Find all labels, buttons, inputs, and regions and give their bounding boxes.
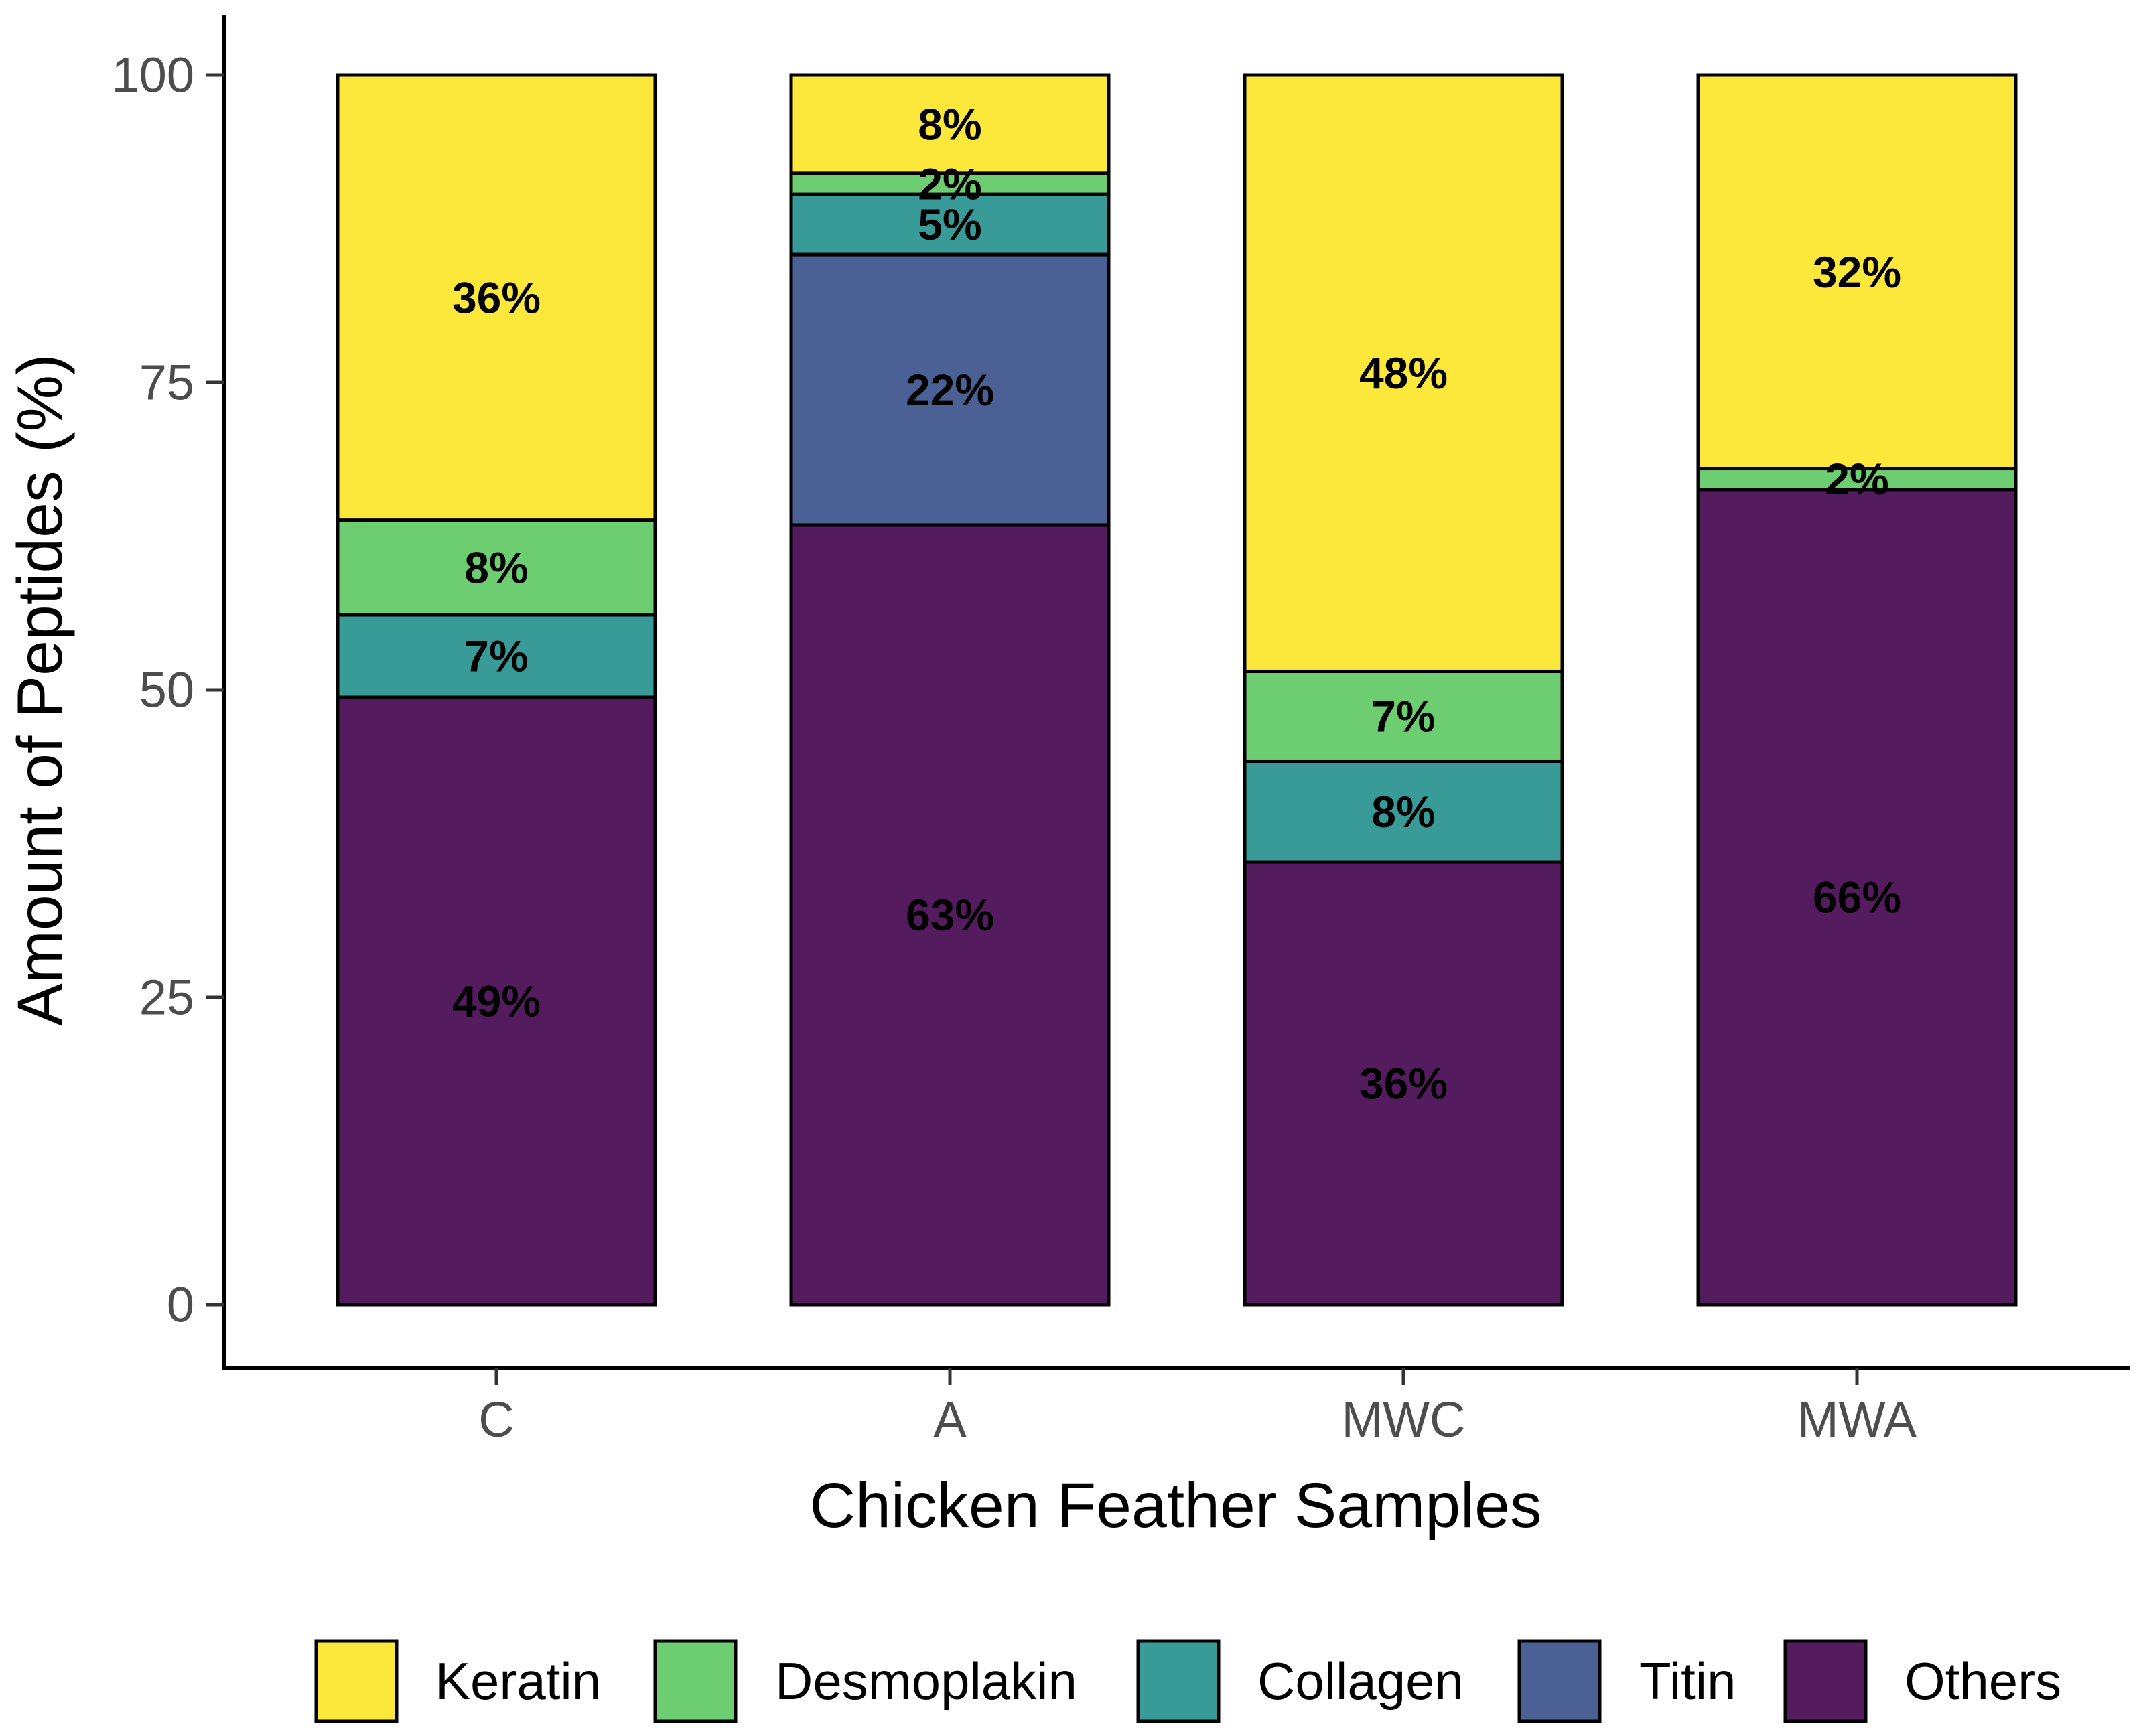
bar-segment-mwa-keratin <box>1696 73 2018 471</box>
x-tick-label: C <box>478 1392 514 1447</box>
legend-item-desmoplakin: Desmoplakin <box>653 1639 1077 1723</box>
bar-label-mwa-keratin: 32% <box>1813 247 1901 297</box>
bar-segment-c-others <box>336 695 657 1307</box>
bar-label-c-desmoplakin: 8% <box>464 542 528 592</box>
x-ticks-layer: C A MWC MWA <box>478 1368 1917 1447</box>
legend-swatch-collagen <box>1136 1639 1221 1723</box>
legend: Keratin Desmoplakin Collagen Titin Others <box>314 1639 2061 1723</box>
bar-label-mwa-desmoplakin: 2% <box>1825 454 1888 504</box>
legend-label-collagen: Collagen <box>1257 1652 1464 1711</box>
bar-label-mwc-desmoplakin: 7% <box>1371 691 1435 741</box>
y-tick-label: 50 <box>139 662 194 718</box>
bar-segment-a-desmoplakin <box>789 171 1111 196</box>
bar-label-c-others: 49% <box>452 976 541 1026</box>
x-tick-label: MWC <box>1342 1392 1466 1447</box>
legend-label-others: Others <box>1905 1652 2061 1711</box>
bar-label-c-keratin: 36% <box>452 273 541 322</box>
bars-layer <box>336 73 2018 1307</box>
legend-label-keratin: Keratin <box>435 1652 601 1711</box>
x-axis-title: Chicken Feather Samples <box>809 1470 1541 1541</box>
legend-swatch-desmoplakin <box>653 1639 738 1723</box>
bar-segment-a-titin <box>789 252 1111 527</box>
bar-segment-a-collagen <box>789 192 1111 257</box>
bar-segment-mwc-others <box>1243 860 1564 1307</box>
legend-swatch-titin <box>1517 1639 1602 1723</box>
x-tick-label: A <box>933 1392 967 1447</box>
y-tick-label: 0 <box>167 1277 194 1333</box>
bar-labels-layer: 49%7%8%36%63%22%5%2%8%36%8%7%48%66%2%32% <box>452 99 1901 1108</box>
legend-item-keratin: Keratin <box>314 1639 601 1723</box>
legend-label-titin: Titin <box>1639 1652 1736 1711</box>
bar-label-mwc-keratin: 48% <box>1359 348 1448 398</box>
legend-item-collagen: Collagen <box>1136 1639 1464 1723</box>
bar-label-mwa-others: 66% <box>1813 872 1901 922</box>
bar-segment-mwc-desmoplakin <box>1243 669 1564 763</box>
bar-label-mwc-others: 36% <box>1359 1059 1448 1108</box>
y-axis-title: Amount of Peptides (%) <box>5 354 76 1025</box>
bar-label-mwc-collagen: 8% <box>1371 787 1435 837</box>
x-tick-label: MWA <box>1797 1392 1917 1447</box>
bar-segment-mwc-keratin <box>1243 73 1564 673</box>
bar-segment-c-keratin <box>336 73 657 522</box>
y-tick-label: 25 <box>139 970 194 1025</box>
bar-segment-mwc-collagen <box>1243 759 1564 864</box>
bar-label-a-desmoplakin: 2% <box>918 159 981 208</box>
legend-item-titin: Titin <box>1517 1639 1736 1723</box>
bar-segment-a-keratin <box>789 73 1111 175</box>
legend-item-others: Others <box>1783 1639 2061 1723</box>
bar-label-a-others: 63% <box>906 890 994 940</box>
bar-label-c-collagen: 7% <box>464 632 528 681</box>
bar-label-a-collagen: 5% <box>918 200 981 249</box>
legend-swatch-others <box>1783 1639 1868 1723</box>
legend-label-desmoplakin: Desmoplakin <box>775 1652 1077 1711</box>
y-tick-label: 75 <box>139 355 194 411</box>
bar-segment-c-collagen <box>336 613 657 699</box>
bar-segment-a-others <box>789 523 1111 1307</box>
bar-label-a-titin: 22% <box>906 365 994 415</box>
bar-segment-mwa-desmoplakin <box>1696 467 2018 492</box>
legend-swatch-keratin <box>314 1639 399 1723</box>
y-tick-label: 100 <box>112 48 194 103</box>
y-ticks-layer: 0 25 50 75 100 <box>112 48 224 1333</box>
bar-label-a-keratin: 8% <box>918 99 981 149</box>
